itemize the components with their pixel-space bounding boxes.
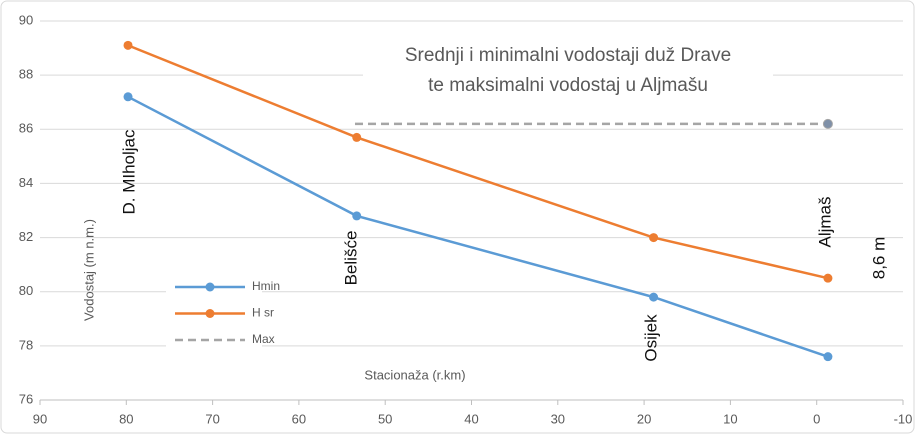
x-tick-label: 0 xyxy=(813,411,820,426)
y-tick-label: 78 xyxy=(19,337,33,352)
x-tick-label: 60 xyxy=(292,411,306,426)
legend-marker xyxy=(205,309,215,318)
y-tick-label: 82 xyxy=(19,229,33,244)
x-tick-label: 40 xyxy=(464,411,478,426)
data-point xyxy=(823,273,833,283)
data-point xyxy=(823,352,833,362)
legend-label: Hmin xyxy=(252,279,280,293)
legend-label: Max xyxy=(252,332,275,346)
data-point xyxy=(649,233,659,243)
annotation: 8,6 m xyxy=(869,237,888,280)
annotation: Osijek xyxy=(641,314,660,362)
x-tick-label: 10 xyxy=(723,411,737,426)
data-point xyxy=(123,40,133,50)
x-tick-label: 70 xyxy=(205,411,219,426)
data-point xyxy=(352,132,362,142)
annotation: D. MIholjac xyxy=(119,129,138,215)
data-point xyxy=(123,92,133,102)
legend-label: H sr xyxy=(252,306,274,320)
x-tick-label: 20 xyxy=(637,411,651,426)
x-tick-label: 30 xyxy=(551,411,565,426)
x-tick-label: -10 xyxy=(894,411,913,426)
y-tick-label: 84 xyxy=(19,175,33,190)
x-axis-label: Stacionaža (r.km) xyxy=(364,367,465,382)
data-point xyxy=(822,118,833,129)
y-tick-label: 88 xyxy=(19,67,33,82)
series-line xyxy=(127,95,829,358)
y-tick-label: 86 xyxy=(19,121,33,136)
chart-title: Srednji i minimalni vodostaji duž Drave xyxy=(405,45,731,66)
data-point xyxy=(649,292,659,302)
chart-title: te maksimalni vodostaj u Aljmašu xyxy=(428,75,708,96)
y-tick-label: 90 xyxy=(19,12,33,27)
series-line xyxy=(127,44,829,280)
x-tick-label: 80 xyxy=(119,411,133,426)
x-tick-label: 90 xyxy=(33,411,47,426)
y-tick-label: 76 xyxy=(19,391,33,406)
x-tick-label: 50 xyxy=(378,411,392,426)
annotation: Aljmaš xyxy=(815,196,834,247)
data-point xyxy=(352,211,362,221)
title-box xyxy=(363,38,773,104)
y-tick-label: 80 xyxy=(19,283,33,298)
y-axis-label: Vodostaj (m n.m.) xyxy=(81,219,96,321)
legend-marker xyxy=(205,282,215,292)
annotation: Belišće xyxy=(341,231,360,286)
